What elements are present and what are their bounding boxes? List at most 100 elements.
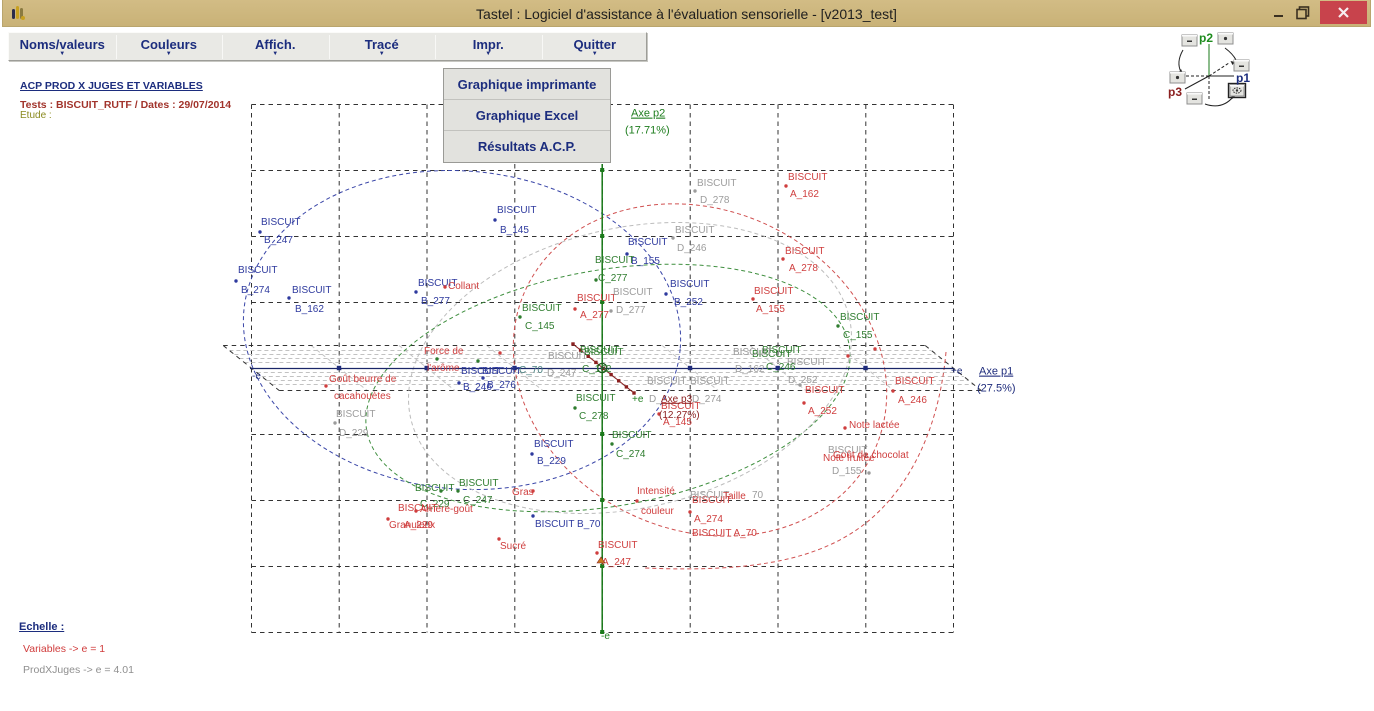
svg-text:BISCUIT: BISCUIT — [459, 478, 498, 489]
svg-text:B_145: B_145 — [500, 225, 529, 236]
svg-text:B_162: B_162 — [295, 304, 324, 315]
svg-text:D_247: D_247 — [547, 368, 577, 379]
svg-text:BISCUIT: BISCUIT — [580, 345, 619, 356]
svg-text:BISCUIT: BISCUIT — [805, 385, 844, 396]
svg-text:BISCUIT: BISCUIT — [675, 225, 714, 236]
svg-text:(17.71%): (17.71%) — [625, 125, 670, 137]
svg-text:BISCUIT: BISCUIT — [595, 255, 634, 266]
svg-text:BISCUIT: BISCUIT — [828, 445, 867, 456]
svg-text:70: 70 — [752, 490, 764, 501]
svg-text:B_229: B_229 — [537, 456, 566, 467]
svg-text:C_247: C_247 — [463, 495, 493, 506]
svg-text:BISCUIT: BISCUIT — [840, 312, 879, 323]
svg-text:A_246: A_246 — [898, 395, 927, 406]
svg-text:Gras: Gras — [512, 487, 534, 498]
svg-text:BISCUIT: BISCUIT — [647, 376, 686, 387]
svg-text:BISCUIT: BISCUIT — [787, 357, 826, 368]
svg-text:Intensité: Intensité — [637, 486, 675, 497]
svg-text:D_246: D_246 — [677, 243, 707, 254]
svg-text:B_276: B_276 — [487, 380, 516, 391]
svg-text:A_278: A_278 — [789, 263, 818, 274]
svg-text:BISCUIT: BISCUIT — [613, 287, 652, 298]
svg-text:BISCUIT: BISCUIT — [336, 409, 375, 420]
svg-text:cacahouètes: cacahouètes — [334, 391, 391, 402]
svg-text:BISCUIT: BISCUIT — [482, 366, 521, 377]
svg-text:A_145: A_145 — [663, 417, 692, 428]
svg-text:C_162: C_162 — [582, 364, 612, 375]
svg-text:BISCUIT: BISCUIT — [584, 347, 623, 358]
svg-text:(27.5%): (27.5%) — [977, 383, 1016, 395]
svg-text:BISCUIT: BISCUIT — [398, 503, 437, 514]
svg-text:BISCUIT: BISCUIT — [690, 490, 729, 501]
svg-text:BISCUIT: BISCUIT — [418, 278, 457, 289]
svg-text:BISCUIT: BISCUIT — [670, 279, 709, 290]
svg-text:BISCUIT: BISCUIT — [522, 303, 561, 314]
svg-text:Collant: Collant — [448, 281, 479, 292]
svg-text:B_277: B_277 — [421, 296, 450, 307]
svg-text:BISCUIT: BISCUIT — [415, 483, 454, 494]
svg-text:BISCUIT: BISCUIT — [754, 286, 793, 297]
svg-text:D_277: D_277 — [616, 305, 646, 316]
svg-text:C_155: C_155 — [843, 330, 873, 341]
svg-text:C_278: C_278 — [579, 411, 609, 422]
svg-text:D_155: D_155 — [832, 466, 862, 477]
svg-text:BISCUIT A_70: BISCUIT A_70 — [692, 528, 757, 539]
svg-text:D_252: D_252 — [788, 375, 818, 386]
svg-text:D_162: D_162 — [735, 364, 765, 375]
svg-text:C_246: C_246 — [766, 362, 796, 373]
svg-text:BISCUIT: BISCUIT — [785, 246, 824, 257]
svg-text:BISCUIT: BISCUIT — [548, 351, 587, 362]
svg-text:-e: -e — [601, 631, 610, 642]
svg-text:couleur: couleur — [641, 506, 674, 517]
svg-text:D_: D_ — [649, 394, 662, 405]
svg-text:p2: p2 — [1199, 31, 1213, 45]
svg-text:D_229: D_229 — [339, 428, 369, 439]
svg-text:BISCUIT: BISCUIT — [895, 376, 934, 387]
svg-text:A_155: A_155 — [756, 304, 785, 315]
svg-text:BISCUIT: BISCUIT — [577, 293, 616, 304]
svg-text:A_247: A_247 — [602, 557, 631, 568]
svg-text:+e: +e — [951, 366, 963, 377]
svg-text:BISCUIT: BISCUIT — [576, 393, 615, 404]
svg-text:B_274: B_274 — [241, 285, 270, 296]
svg-text:B_246: B_246 — [463, 382, 492, 393]
svg-text:-e: -e — [252, 371, 261, 382]
svg-text:Arrière-goût: Arrière-goût — [420, 504, 473, 515]
svg-text:C_229: C_229 — [420, 499, 450, 510]
svg-text:C_145: C_145 — [525, 321, 555, 332]
svg-text:BISCUIT: BISCUIT — [612, 430, 651, 441]
svg-text:BISCUIT: BISCUIT — [497, 205, 536, 216]
svg-text:BISCUIT: BISCUIT — [534, 439, 573, 450]
svg-text:Goût de chocolat: Goût de chocolat — [833, 450, 909, 461]
svg-text:C_277: C_277 — [598, 273, 628, 284]
svg-text:D_274: D_274 — [692, 394, 722, 405]
svg-text:A_252: A_252 — [808, 406, 837, 417]
svg-text:Note lactée: Note lactée — [849, 420, 900, 431]
svg-text:BISCUIT B_70: BISCUIT B_70 — [535, 519, 601, 530]
svg-text:Taille: Taille — [723, 491, 746, 502]
svg-text:p1: p1 — [1236, 71, 1250, 85]
svg-text:BISCUIT: BISCUIT — [692, 495, 731, 506]
svg-text:BISCUIT: BISCUIT — [598, 540, 637, 551]
svg-text:Force de: Force de — [424, 346, 464, 357]
svg-text:BISCUIT: BISCUIT — [628, 237, 667, 248]
svg-text:Goût beurre de: Goût beurre de — [329, 374, 397, 385]
svg-text:Axe p2: Axe p2 — [631, 108, 665, 120]
svg-text:Axe p3: Axe p3 — [661, 394, 693, 405]
svg-text:Axe p1: Axe p1 — [979, 366, 1013, 378]
svg-text:C_274: C_274 — [616, 449, 646, 460]
svg-text:p3: p3 — [1168, 85, 1182, 99]
svg-text:B_155: B_155 — [631, 256, 660, 267]
svg-text:BISCUIT: BISCUIT — [461, 366, 500, 377]
svg-text:(12.27%): (12.27%) — [659, 410, 700, 421]
svg-text:BISCUIT: BISCUIT — [788, 172, 827, 183]
svg-text:A_162: A_162 — [790, 189, 819, 200]
svg-text:Granuleux: Granuleux — [389, 520, 435, 531]
svg-text:A_274: A_274 — [694, 514, 723, 525]
svg-text:Note fruitée: Note fruitée — [823, 453, 875, 464]
svg-text:B_247: B_247 — [264, 235, 293, 246]
svg-text:+e: +e — [632, 394, 644, 405]
svg-text:Sucré: Sucré — [500, 541, 527, 552]
svg-text:A_229: A_229 — [404, 520, 433, 531]
svg-text:BISCUIT: BISCUIT — [697, 178, 736, 189]
